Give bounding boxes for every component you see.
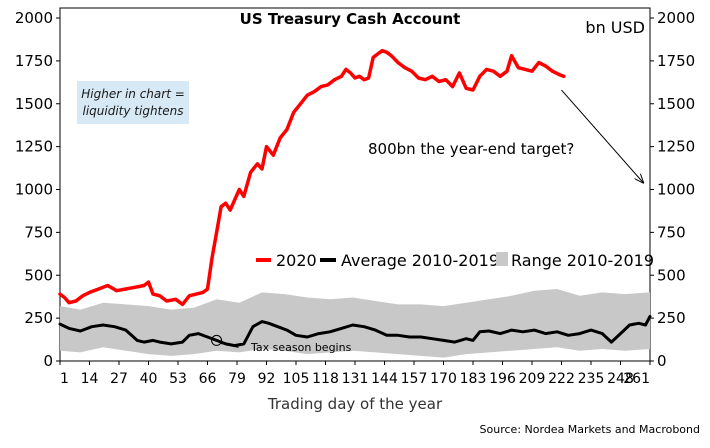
y-tick-label-left: 750: [24, 223, 53, 241]
x-tick-label: 14: [81, 371, 99, 387]
y-tick-label-left: 250: [24, 309, 53, 327]
tax-season-leader: [220, 342, 239, 348]
x-tick-label: 222: [548, 371, 575, 387]
unit-label: bn USD: [585, 18, 645, 37]
x-tick-label: 261: [623, 371, 650, 387]
y-tick-label-left: 2000: [15, 9, 53, 27]
x-tick-label: 183: [460, 371, 487, 387]
y-tick-label-left: 1500: [15, 95, 53, 113]
range-band: [60, 289, 650, 358]
y-tick-label-left: 1750: [15, 52, 53, 70]
chart-title: US Treasury Cash Account: [240, 10, 461, 28]
legend-label-range: Range 2010-2019: [511, 251, 654, 270]
x-tick-label: 235: [578, 371, 605, 387]
range-band-layer: [60, 289, 650, 358]
legend: 2020 Average 2010-2019 Range 2010-2019: [256, 251, 654, 270]
tax-season-label: Tax season begins: [250, 341, 352, 354]
x-tick-label: 53: [169, 371, 187, 387]
x-tick-label: 131: [342, 371, 369, 387]
x-tick-label: 92: [258, 371, 276, 387]
note-line-1: Higher in chart =: [81, 87, 185, 101]
x-tick-label: 79: [228, 371, 246, 387]
x-tick-label: 118: [312, 371, 339, 387]
x-tick-label: 157: [401, 371, 428, 387]
y-tick-label-right: 1750: [657, 52, 695, 70]
y-tick-label-right: 1250: [657, 138, 695, 156]
series-line-2020: [58, 48, 566, 307]
legend-label-2020: 2020: [276, 251, 317, 270]
x-tick-label: 248: [607, 371, 634, 387]
y-tick-label-right: 1500: [657, 95, 695, 113]
series-layer: [58, 48, 652, 348]
x-tick-label: 209: [519, 371, 546, 387]
x-axis: 1 14 27 40 53 66 79 92 105 118 131 144 157 170 183 196 2…: [59, 361, 651, 387]
x-tick-label: 66: [199, 371, 217, 387]
y-tick-label-right: 250: [657, 309, 686, 327]
x-tick-label: 170: [430, 371, 457, 387]
y-tick-label-right: 750: [657, 223, 686, 241]
legend-swatch-range: [496, 252, 508, 266]
x-tick-label: 1: [60, 371, 69, 387]
target-annotation: 800bn the year-end target?: [368, 140, 574, 158]
y-axis-right: 0 250 500 750 1000 1250 1500 1750 2000: [650, 9, 695, 370]
x-tick-label: 105: [283, 371, 310, 387]
x-tick-label: 40: [140, 371, 158, 387]
y-tick-label-left: 1250: [15, 138, 53, 156]
y-tick-label-right: 500: [657, 266, 686, 284]
y-tick-label-left: 500: [24, 266, 53, 284]
x-tick-label: 144: [371, 371, 398, 387]
x-tick-label: 196: [489, 371, 516, 387]
y-axis-left: 0 250 500 750 1000 1250 1500 1750 2000: [15, 9, 60, 370]
y-tick-label-right: 1000: [657, 181, 695, 199]
tax-season-marker: [211, 334, 223, 346]
source-note: Source: Nordea Markets and Macrobond: [480, 423, 700, 436]
x-axis-title: Trading day of the year: [267, 395, 443, 413]
y-tick-label-right: 0: [657, 352, 667, 370]
x-tick-label: 27: [110, 371, 128, 387]
legend-label-average: Average 2010-2019: [341, 251, 499, 270]
y-tick-label-left: 0: [43, 352, 53, 370]
note-box: [77, 81, 189, 124]
series-line-average-2010-2019: [58, 314, 652, 348]
target-arrow: [561, 89, 644, 183]
y-tick-label-left: 1000: [15, 181, 53, 199]
y-tick-label-right: 2000: [657, 9, 695, 27]
note-line-2: liquidity tightens: [82, 104, 183, 118]
